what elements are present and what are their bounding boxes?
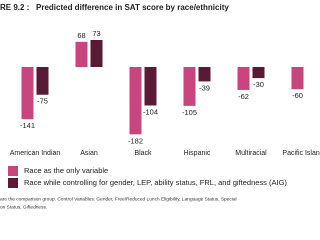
value-label: -104 [143, 107, 158, 116]
bar [252, 67, 265, 79]
bar [129, 67, 142, 135]
value-label: 68 [77, 31, 85, 40]
footnote: are the comparison group. Control Variab… [0, 196, 237, 202]
value-label: -182 [128, 136, 143, 145]
bar [36, 67, 49, 95]
value-label: -30 [253, 80, 264, 89]
bar [75, 41, 88, 67]
value-label: -141 [20, 121, 35, 130]
bar [21, 67, 34, 120]
bar [198, 67, 211, 82]
bar [183, 67, 196, 106]
legend-label: Race while controlling for gender, LEP, … [24, 178, 287, 187]
value-label: -105 [182, 108, 197, 117]
bar [237, 67, 250, 90]
value-label: 73 [92, 29, 100, 38]
x-tick-label: Asian [80, 150, 98, 157]
value-label: -75 [37, 97, 48, 106]
bar [90, 39, 103, 67]
figure-label: RE 9.2 : [0, 3, 29, 12]
x-tick-label: Black [134, 150, 152, 157]
legend-swatch [8, 178, 18, 188]
value-label: -62 [238, 92, 249, 101]
bar [291, 67, 304, 90]
x-tick-label: American Indian [10, 150, 61, 157]
value-label: -60 [292, 91, 303, 100]
x-tick-label: Hispanic [184, 150, 211, 157]
chart-title: Predicted difference in SAT score by rac… [36, 3, 229, 12]
value-label: -39 [199, 83, 210, 92]
page: {"chart_data": {"type": "bar", "figure_l… [0, 3, 320, 211]
legend-swatch [8, 166, 18, 176]
x-tick-label: Multiracial [235, 150, 267, 157]
footnote: on Status, Giftedness. [0, 204, 47, 210]
legend-label: Race as the only variable [24, 166, 108, 175]
bar [144, 67, 157, 106]
chart: RE 9.2 : Predicted difference in SAT sco… [0, 3, 320, 210]
x-tick-label: Pacific Islande [282, 150, 320, 157]
